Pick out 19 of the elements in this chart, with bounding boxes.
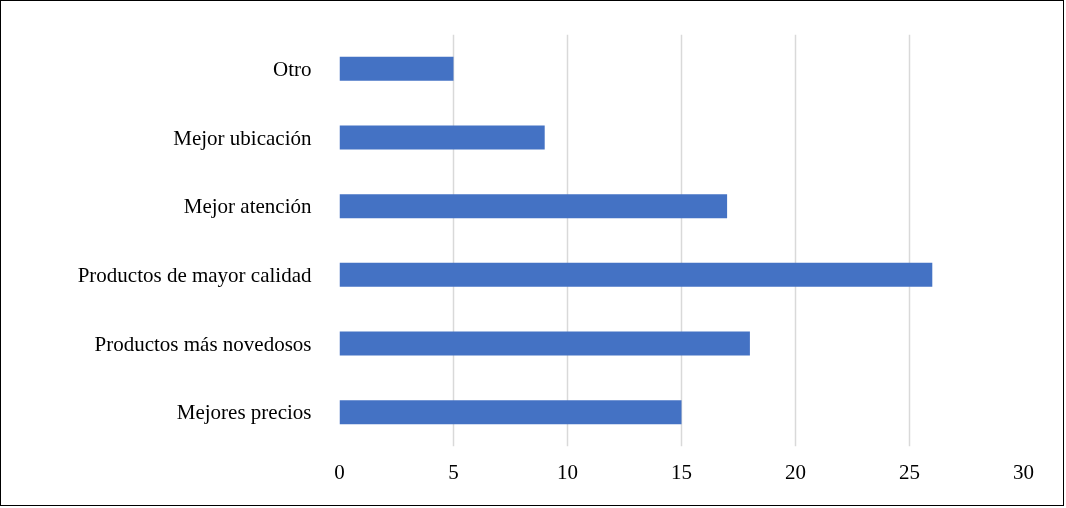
- bar: [339, 331, 750, 356]
- x-tick-label: 15: [671, 459, 692, 484]
- y-tick-label: Productos más novedosos: [94, 331, 312, 356]
- y-tick-label: Otro: [273, 56, 312, 81]
- bar: [339, 56, 454, 81]
- y-tick-label: Mejores precios: [176, 400, 312, 425]
- x-tick-label: 5: [448, 459, 459, 484]
- x-tick-label: 20: [785, 459, 806, 484]
- x-tick-label: 30: [1013, 459, 1034, 484]
- x-tick-label: 10: [557, 459, 578, 484]
- y-tick-label: Productos de mayor calidad: [77, 262, 312, 287]
- y-tick-label: Mejor ubicación: [173, 125, 312, 150]
- x-tick-label: 25: [899, 459, 920, 484]
- bar: [339, 194, 728, 219]
- y-tick-label: Mejor atención: [183, 194, 312, 219]
- bar: [339, 262, 933, 287]
- x-tick-label: 0: [334, 459, 345, 484]
- bar: [339, 125, 545, 150]
- bar: [339, 400, 682, 425]
